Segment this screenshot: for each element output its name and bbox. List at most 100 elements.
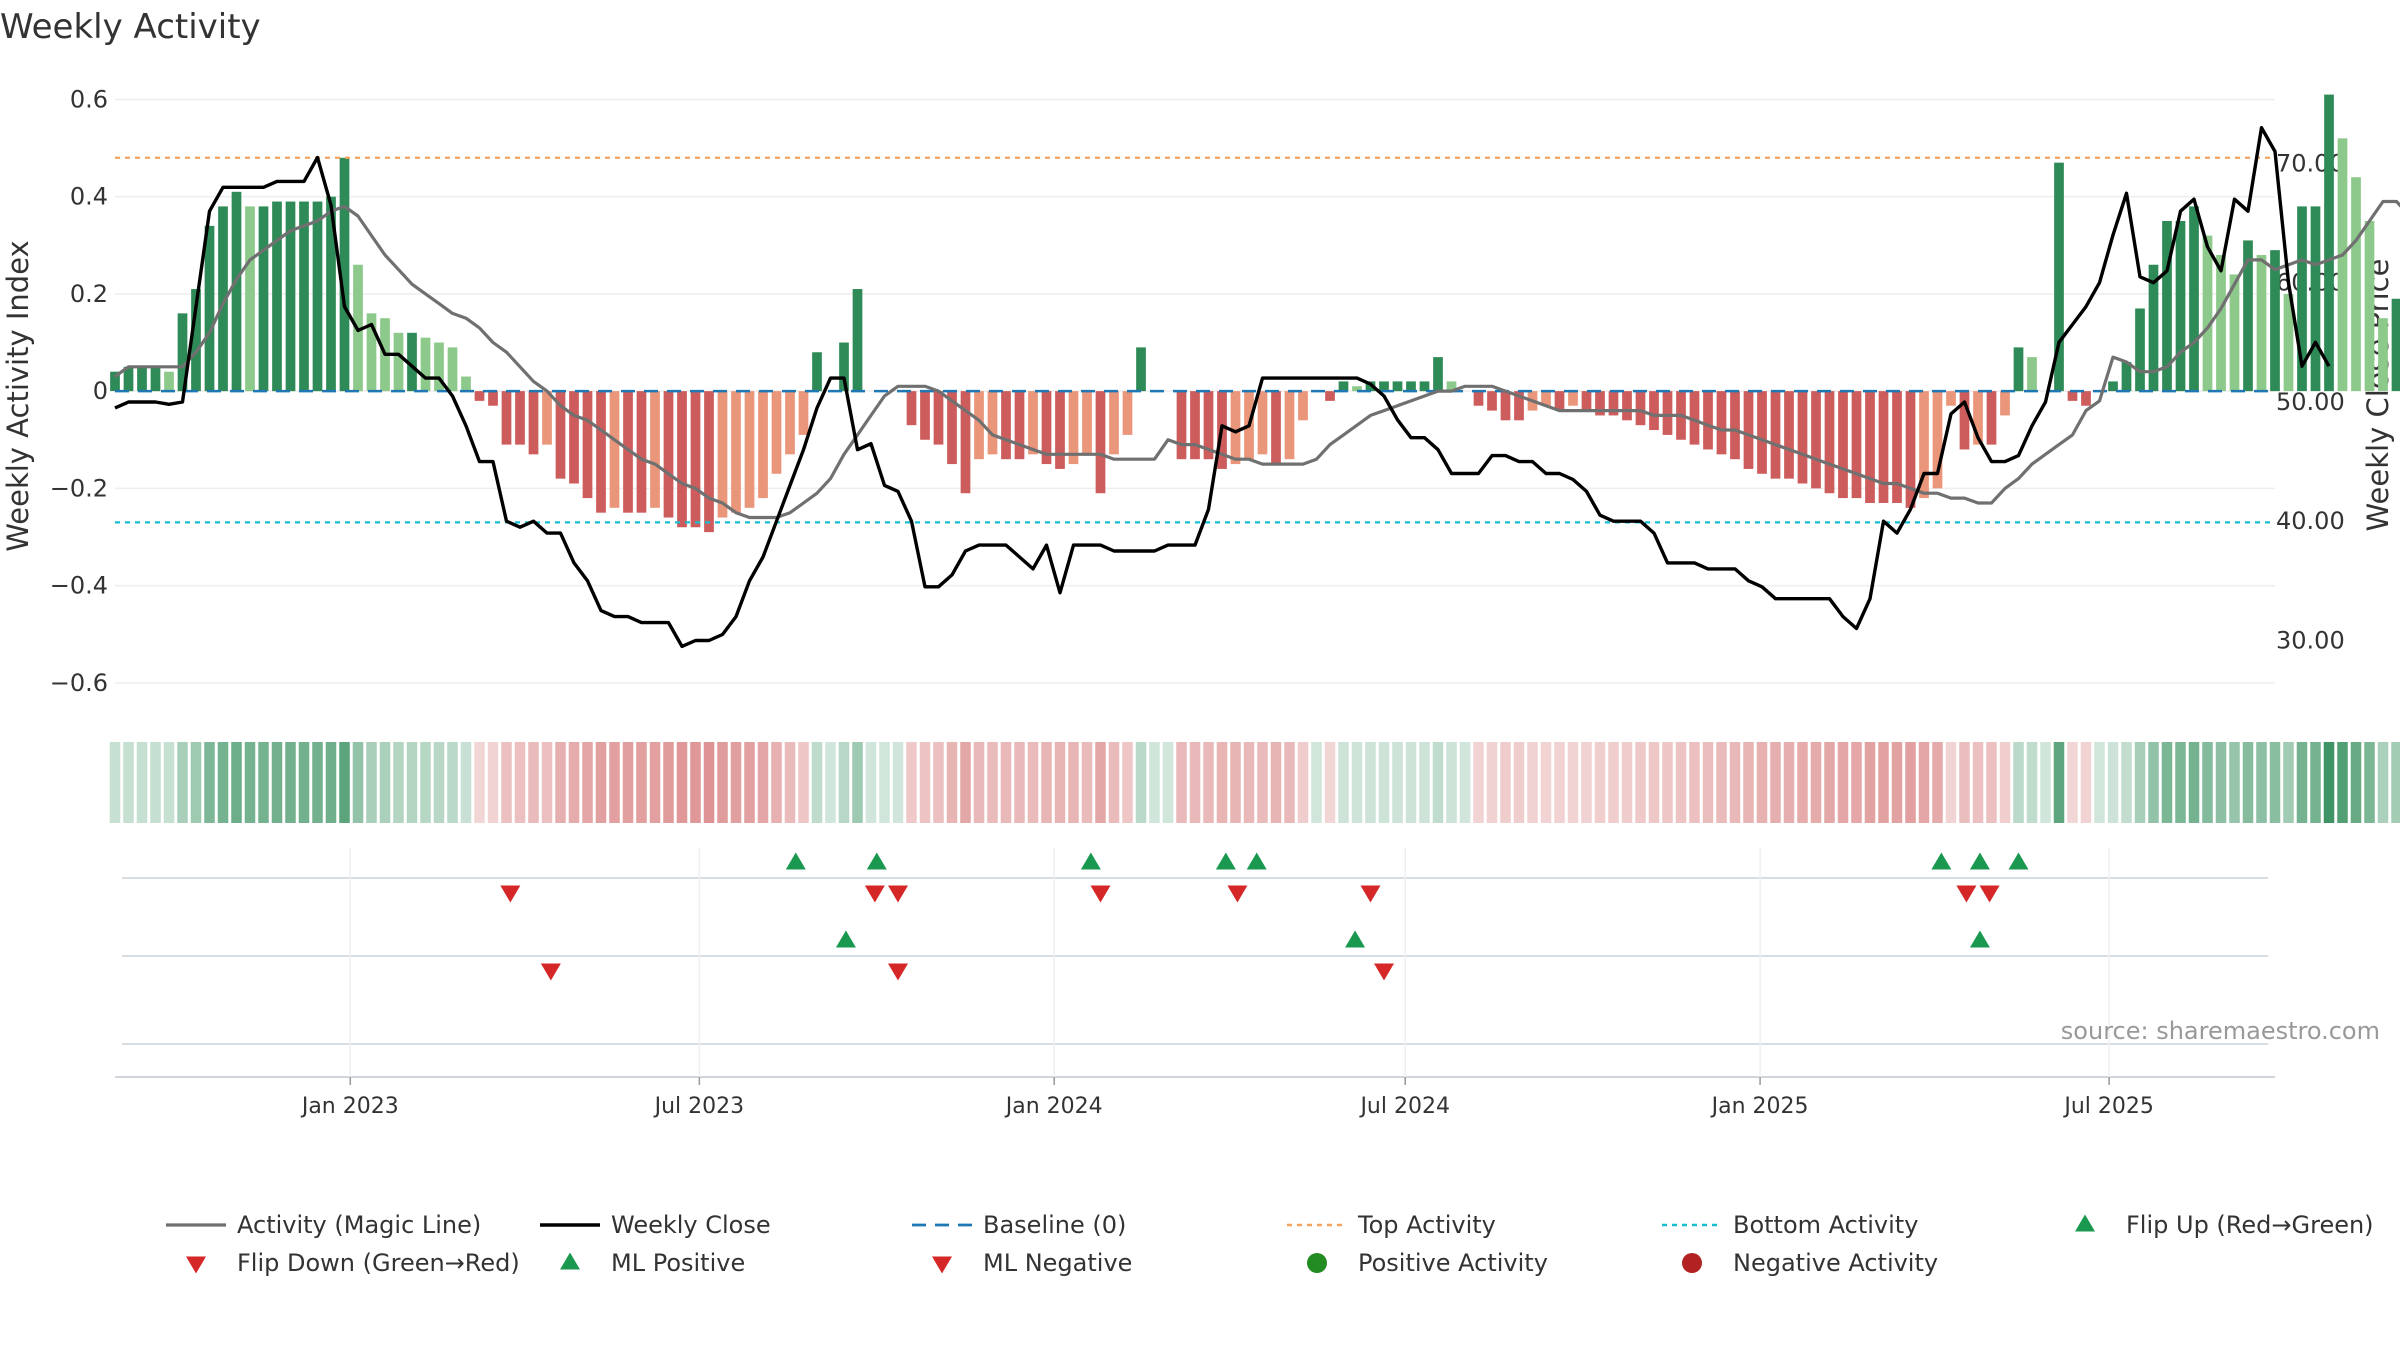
heat-cell [244, 742, 256, 823]
heat-cell [946, 742, 958, 823]
activity-bar-negative [1851, 391, 1862, 499]
heat-cell [2175, 742, 2186, 823]
heat-cell [568, 742, 580, 823]
activity-bar-negative [636, 391, 647, 513]
heat-cell [514, 742, 526, 823]
heat-cell [271, 742, 283, 823]
activity-bar-negative [1514, 391, 1524, 421]
heat-cell [2026, 742, 2038, 823]
activity-bar-negative [1014, 391, 1025, 460]
source-note: source: sharemaestro.com [2061, 1017, 2380, 1045]
legend: Activity (Magic Line) Weekly Close Baselin… [166, 1211, 2374, 1277]
activity-bar-negative [1649, 391, 1659, 431]
activity-bar-positive [1406, 381, 1416, 392]
heat-cell [1527, 742, 1538, 823]
activity-bar-negative [2067, 391, 2078, 401]
heat-cell [582, 742, 593, 823]
activity-bar-negative [1784, 391, 1794, 479]
activity-bar-positive [393, 332, 404, 392]
heat-cell [447, 742, 458, 823]
y-tick-label-right: 70.00 [2276, 149, 2345, 177]
legend-item-bottom: Bottom Activity [1662, 1211, 1918, 1239]
heat-cell [1621, 742, 1633, 823]
ml-negative-marker [1374, 963, 1394, 981]
activity-bar-negative [650, 391, 660, 508]
heat-cell [150, 742, 161, 823]
heat-cell [1419, 742, 1430, 823]
flip-down-marker [1227, 885, 1248, 903]
activity-bar-negative [1919, 391, 1929, 499]
activity-bar-negative [488, 391, 498, 406]
activity-bar-positive [2162, 220, 2172, 392]
heat-cell [1716, 742, 1727, 823]
heat-cell [1932, 742, 1943, 823]
heat-cell [1648, 742, 1660, 823]
activity-bar-negative [1500, 391, 1511, 421]
heat-cell [339, 742, 350, 823]
legend-swatch [2075, 1214, 2095, 1232]
y-tick-label-left: 0 [93, 377, 108, 405]
activity-bar-negative [1298, 391, 1308, 421]
activity-bar-negative [1743, 391, 1754, 469]
heat-cell [366, 742, 377, 823]
heat-cell [919, 742, 931, 823]
heat-cell [2188, 742, 2200, 823]
heat-cell [1770, 742, 1781, 823]
heat-cell [1486, 742, 1498, 823]
legend-label: Flip Down (Green→Red) [237, 1249, 520, 1277]
heat-cell [1972, 742, 1984, 823]
flip-up-marker [2008, 852, 2029, 870]
activity-bar-positive [2364, 220, 2375, 392]
heat-cell [811, 742, 823, 823]
activity-bar-positive [110, 371, 120, 392]
heat-cell [757, 742, 769, 823]
heat-cell [663, 742, 674, 823]
flip-up-marker [1246, 852, 1267, 870]
activity-bar-negative [1716, 391, 1727, 455]
activity-bar-positive [164, 371, 174, 392]
x-tick-label: Jul 2023 [653, 1094, 745, 1119]
activity-bar-negative [1608, 391, 1619, 416]
activity-bar-positive [2283, 293, 2294, 392]
heat-cell [1432, 742, 1444, 823]
activity-bar-positive [123, 366, 134, 392]
activity-bar-positive [2337, 138, 2348, 392]
heat-cell [2269, 742, 2281, 823]
heat-cell [1824, 742, 1835, 823]
x-tick-label: Jul 2025 [2062, 1094, 2154, 1119]
activity-bars [110, 94, 2400, 533]
heat-cell [1270, 742, 1282, 823]
heat-cell [1257, 742, 1268, 823]
activity-bar-negative [1703, 391, 1713, 450]
activity-bar-negative [1824, 391, 1835, 494]
legend-label: Activity (Magic Line) [237, 1211, 481, 1239]
heat-cell [460, 742, 472, 823]
heat-cell [1095, 742, 1106, 823]
heat-cell [1351, 742, 1363, 823]
heat-cell [1864, 742, 1876, 823]
heat-cell [1810, 742, 1822, 823]
activity-bar-negative [933, 391, 944, 445]
y-tick-label-right: 30.00 [2276, 626, 2345, 654]
heat-cell [1068, 742, 1079, 823]
heat-cell [2053, 742, 2065, 823]
activity-bar-positive [1379, 381, 1389, 392]
heat-cell [1540, 742, 1552, 823]
legend-swatch [932, 1256, 952, 1274]
heat-cell [2391, 742, 2400, 823]
activity-bar-positive [258, 206, 269, 392]
activity-bar-negative [1595, 391, 1605, 416]
activity-bar-negative [906, 391, 917, 426]
activity-bar-negative [1838, 391, 1848, 499]
activity-bar-negative [663, 391, 674, 518]
flip-up-marker [1215, 852, 1236, 870]
legend-swatch [1307, 1253, 1327, 1273]
activity-bar-negative [1986, 391, 1997, 445]
heat-cell [393, 742, 404, 823]
activity-bar-negative [1176, 391, 1187, 460]
heat-cell [406, 742, 418, 823]
heat-cell [1959, 742, 1970, 823]
activity-bar-positive [1352, 386, 1362, 392]
heat-cell [973, 742, 985, 823]
activity-bar-positive [272, 201, 282, 392]
